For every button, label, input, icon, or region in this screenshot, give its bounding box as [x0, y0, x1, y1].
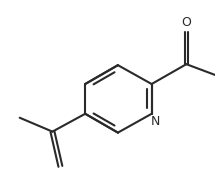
- Text: N: N: [151, 115, 160, 128]
- Text: O: O: [181, 16, 191, 29]
